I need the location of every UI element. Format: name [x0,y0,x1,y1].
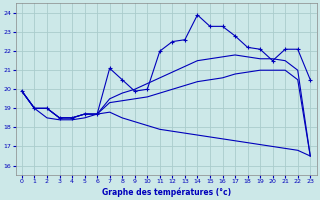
X-axis label: Graphe des températures (°c): Graphe des températures (°c) [101,187,231,197]
